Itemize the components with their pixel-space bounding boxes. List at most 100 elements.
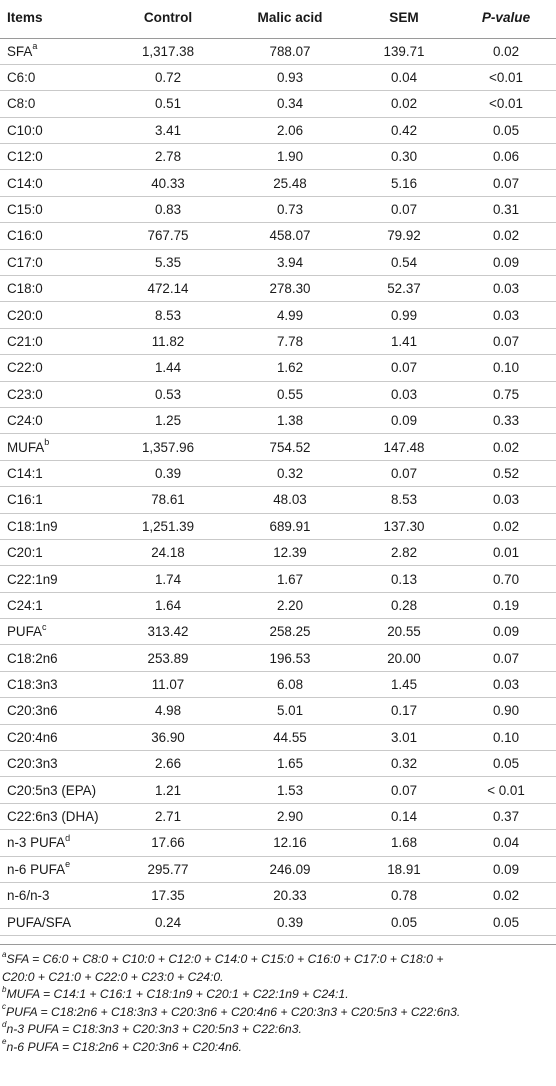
table-row: C10:0 3.41 2.06 0.42 0.05	[0, 117, 556, 145]
cell-control: 1.21	[108, 776, 228, 804]
cell-sem: 0.99	[352, 301, 456, 329]
cell-sem: 0.07	[352, 354, 456, 382]
item-label: n-3 PUFA	[7, 835, 66, 851]
item-label: C21:0	[7, 333, 43, 349]
table-row: C24:1 1.64 2.20 0.28 0.19	[0, 592, 556, 620]
cell-control: 17.35	[108, 882, 228, 910]
cell-control: 36.90	[108, 724, 228, 752]
cell-malic-acid: 458.07	[228, 222, 352, 250]
table-row: C15:0 0.83 0.73 0.07 0.31	[0, 196, 556, 224]
cell-malic-acid: 12.39	[228, 539, 352, 567]
cell-sem: 139.71	[352, 38, 456, 65]
cell-malic-acid: 689.91	[228, 513, 352, 540]
footnote-marker: a	[32, 41, 38, 52]
cell-control: 1,317.38	[108, 38, 228, 65]
cell-sem: 20.00	[352, 644, 456, 672]
table-row: C18:2n6 253.89 196.53 20.00 0.07	[0, 644, 556, 672]
cell-p-value: 0.03	[456, 486, 556, 514]
footnote-mark: a	[2, 949, 7, 959]
cell-item: C22:1n9	[0, 565, 108, 593]
cell-p-value: 0.33	[456, 407, 556, 435]
cell-malic-acid: 788.07	[228, 38, 352, 65]
cell-control: 2.78	[108, 143, 228, 171]
cell-malic-acid: 196.53	[228, 644, 352, 672]
item-label: C20:1	[7, 545, 43, 561]
cell-sem: 8.53	[352, 486, 456, 514]
cell-control: 1,251.39	[108, 513, 228, 540]
cell-control: 0.53	[108, 381, 228, 408]
footnote-text: MUFA = C14:1 + C16:1 + C18:1n9 + C20:1 +…	[6, 987, 349, 1001]
item-label: PUFA	[7, 624, 42, 640]
cell-p-value: 0.05	[456, 908, 556, 936]
cell-sem: 0.14	[352, 803, 456, 831]
cell-sem: 18.91	[352, 856, 456, 884]
cell-control: 1.64	[108, 592, 228, 620]
cell-control: 1,357.96	[108, 433, 228, 461]
cell-malic-acid: 0.32	[228, 460, 352, 488]
item-label: C22:1n9	[7, 571, 58, 587]
cell-control: 0.39	[108, 460, 228, 488]
cell-p-value: 0.07	[456, 169, 556, 197]
cell-sem: 52.37	[352, 275, 456, 303]
header-row: Items Control Malic acid SEM P-value	[0, 0, 556, 39]
footnote-text: n-6 PUFA = C18:2n6 + C20:3n6 + C20:4n6.	[6, 1039, 242, 1054]
cell-item: C10:0	[0, 117, 108, 145]
cell-control: 313.42	[108, 618, 228, 646]
cell-malic-acid: 12.16	[228, 829, 352, 857]
footnote: aSFA = C6:0 + C8:0 + C10:0 + C12:0 + C14…	[0, 949, 556, 986]
item-label: C20:5n3 (EPA)	[7, 782, 97, 798]
cell-malic-acid: 44.55	[228, 724, 352, 752]
item-label: C14:1	[7, 465, 43, 481]
cell-p-value: 0.31	[456, 196, 556, 224]
cell-p-value: 0.02	[456, 433, 556, 461]
cell-item: C20:4n6	[0, 724, 108, 752]
table-row: C22:1n9 1.74 1.67 0.13 0.70	[0, 565, 556, 593]
item-label: C12:0	[7, 149, 43, 165]
cell-control: 17.66	[108, 829, 228, 857]
cell-p-value: 0.05	[456, 750, 556, 778]
cell-p-value: 0.37	[456, 803, 556, 831]
item-label: C15:0	[7, 202, 43, 218]
table-row: MUFAb 1,357.96 754.52 147.48 0.02	[0, 433, 556, 461]
item-label: C22:0	[7, 360, 43, 376]
item-label: C24:1	[7, 597, 43, 613]
cell-item: C22:6n3 (DHA)	[0, 803, 108, 831]
cell-item: n-3 PUFAd	[0, 829, 108, 857]
item-label: C6:0	[7, 70, 36, 86]
cell-control: 78.61	[108, 486, 228, 514]
cell-malic-acid: 1.67	[228, 565, 352, 593]
cell-sem: 0.30	[352, 143, 456, 171]
cell-p-value: 0.03	[456, 301, 556, 329]
item-label: C20:3n3	[7, 756, 58, 772]
footnote-mark: d	[2, 1019, 7, 1029]
item-label: C20:3n6	[7, 703, 58, 719]
cell-sem: 0.07	[352, 196, 456, 224]
cell-item: n-6/n-3	[0, 882, 108, 910]
cell-control: 11.07	[108, 671, 228, 699]
cell-p-value: 0.03	[456, 671, 556, 699]
table-row: SFAa 1,317.38 788.07 139.71 0.02	[0, 38, 556, 65]
cell-p-value: 0.70	[456, 565, 556, 593]
item-label: SFA	[7, 43, 33, 59]
cell-control: 11.82	[108, 328, 228, 356]
cell-item: C21:0	[0, 328, 108, 356]
cell-sem: 2.82	[352, 539, 456, 567]
cell-p-value: < 0.01	[456, 776, 556, 804]
cell-malic-acid: 0.39	[228, 908, 352, 936]
fatty-acid-table: Items Control Malic acid SEM P-value SFA…	[0, 0, 556, 936]
cell-p-value: 0.07	[456, 644, 556, 672]
item-label: C20:4n6	[7, 729, 58, 745]
cell-sem: 0.07	[352, 460, 456, 488]
table-header: Items Control Malic acid SEM P-value	[0, 0, 556, 39]
table-row: C20:4n6 36.90 44.55 3.01 0.10	[0, 724, 556, 752]
item-label: C17:0	[7, 254, 43, 270]
cell-sem: 3.01	[352, 724, 456, 752]
cell-item: C23:0	[0, 381, 108, 408]
table-row: C6:0 0.72 0.93 0.04 <0.01	[0, 64, 556, 92]
cell-control: 253.89	[108, 644, 228, 672]
cell-control: 767.75	[108, 222, 228, 250]
cell-sem: 1.41	[352, 328, 456, 356]
cell-control: 2.71	[108, 803, 228, 831]
cell-control: 24.18	[108, 539, 228, 567]
cell-malic-acid: 6.08	[228, 671, 352, 699]
